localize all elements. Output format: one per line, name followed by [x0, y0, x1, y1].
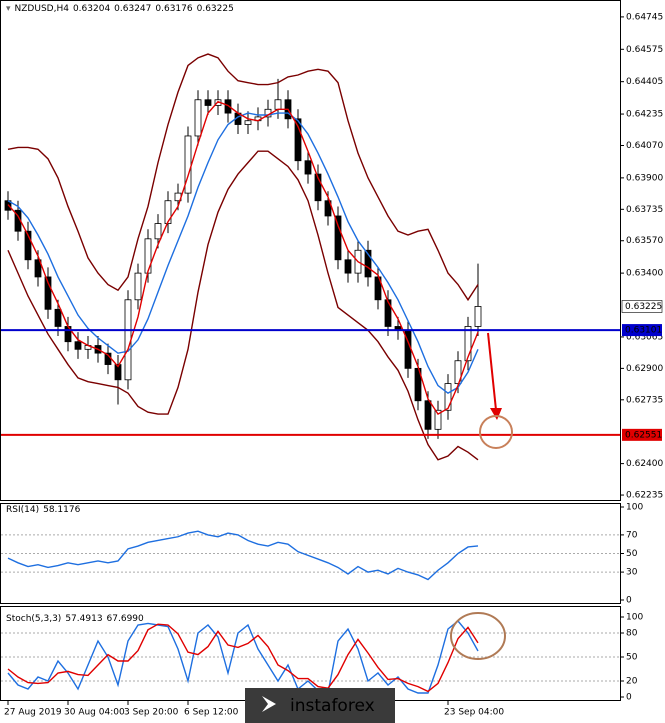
candle-body: [444, 383, 452, 411]
candle-body: [304, 160, 312, 175]
candle-body: [434, 409, 442, 430]
x-tick-label: 6 Sep 12:00: [184, 708, 239, 718]
quote-high: 0.63247: [114, 4, 152, 14]
candle-body: [144, 238, 152, 274]
watermark: instaforex: [245, 688, 395, 723]
y-tick-label: 0: [626, 693, 632, 703]
y-tick-label: 30: [626, 568, 638, 578]
y-tick-label: 0.62900: [626, 364, 663, 374]
y-tick-label: 0.62735: [626, 395, 663, 405]
y-tick-label: 20: [626, 677, 638, 687]
y-tick-label: 0.63570: [626, 236, 663, 246]
indicator-line: [7, 150, 479, 461]
candle-body: [54, 308, 62, 327]
rsi-title: RSI(14): [6, 505, 40, 515]
arrow-line: [487, 332, 497, 411]
indicator-line: [7, 100, 479, 416]
candle-body: [114, 364, 122, 381]
candle-body: [34, 259, 42, 278]
candle-body: [274, 99, 282, 110]
candle-body: [334, 215, 342, 261]
arrow-head: [490, 408, 502, 420]
x-tick-label: 23 Sep 04:00: [444, 708, 504, 718]
candle-body: [244, 120, 252, 125]
candle-body: [384, 299, 392, 327]
candle-body: [164, 200, 172, 224]
y-tick-label: 0.63065: [626, 332, 663, 342]
rsi-header: RSI(14) 58.1176: [6, 505, 84, 515]
stoch-title: Stoch(5,3,3): [6, 614, 62, 624]
y-tick-label: 0.64575: [626, 45, 663, 55]
candle-body: [24, 230, 32, 261]
y-tick-label: 0.64070: [626, 141, 663, 151]
candle-body: [324, 200, 332, 217]
y-tick-label: 0.63400: [626, 269, 663, 279]
annotations: [450, 332, 513, 660]
y-tick-label: 0.62235: [626, 491, 663, 501]
quote-open: 0.63204: [72, 4, 111, 14]
candle-body: [314, 173, 322, 202]
price-box: [622, 428, 662, 441]
quote-close: 0.63225: [196, 4, 234, 14]
x-tick-label: 30 Aug 04:00: [64, 708, 125, 718]
watermark-text: instaforex: [290, 696, 375, 716]
y-tick-label: 100: [626, 503, 643, 513]
y-tick-label: 80: [626, 629, 638, 639]
candle-body: [134, 272, 142, 301]
indicator-line: [7, 112, 479, 394]
stoch-header: Stoch(5,3,3) 57.4913 67.6990: [6, 614, 148, 624]
candle-body: [294, 118, 302, 162]
candle-body: [124, 299, 132, 381]
x-tick-label: 27 Aug 2019: [4, 708, 62, 718]
y-tick-label: 70: [626, 530, 638, 540]
candle-body: [74, 341, 82, 350]
candle-body: [154, 223, 162, 240]
indicator-line: [7, 623, 479, 693]
watermark-icon: [262, 696, 276, 712]
stoch-main: 57.4913: [65, 614, 103, 624]
candle-body: [424, 400, 432, 430]
y-tick-label: 50: [626, 549, 638, 559]
y-tick-label: 0.63735: [626, 205, 663, 215]
plot-layer: 0.64745 0.64575 0.64405 0.64235 0.64070 0.639…: [1, 12, 663, 718]
rsi-value: 58.1176: [43, 505, 81, 515]
y-tick-label: 0.63900: [626, 173, 663, 183]
stoch-signal: 67.6990: [106, 614, 144, 624]
y-tick-label: 0.64745: [626, 12, 663, 22]
y-tick-label: 0.64235: [626, 110, 663, 120]
y-tick-label: 50: [626, 653, 638, 663]
stoch-circle: [450, 612, 506, 660]
price-box: [622, 324, 662, 337]
candle-body: [344, 259, 352, 274]
target-circle: [479, 415, 513, 449]
candle-body: [224, 99, 232, 114]
y-tick-label: 0: [626, 596, 632, 606]
y-tick-label: 0.62400: [626, 459, 663, 469]
main-panel: [0, 0, 621, 501]
candle-body: [474, 306, 482, 327]
main-header: ▾ NZDUSD,H4 0.63204 0.63247 0.63176 0.63225: [6, 4, 238, 14]
price-label: 0.62551: [625, 430, 662, 440]
x-tick-label: 3 Sep 20:00: [124, 708, 179, 718]
quote-low: 0.63176: [155, 4, 193, 14]
price-label: 0.63101: [625, 326, 662, 336]
y-tick-label: 0.64405: [626, 77, 663, 87]
candle-body: [194, 99, 202, 137]
candle-body: [204, 99, 212, 106]
indicator-line: [7, 530, 479, 581]
current-price-label: 0.63225: [625, 302, 662, 312]
indicator-line: [7, 53, 479, 302]
candle-body: [364, 249, 372, 278]
symbol: NZDUSD,H4: [14, 4, 69, 14]
y-tick-label: 100: [626, 613, 643, 623]
header-icon: ▾: [6, 4, 11, 14]
price-box: [621, 300, 663, 313]
candle-body: [44, 276, 52, 310]
candle-body: [464, 326, 472, 362]
stoch-panel: [0, 606, 621, 701]
